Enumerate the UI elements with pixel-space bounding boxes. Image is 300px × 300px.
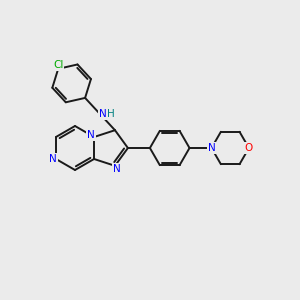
- Text: N: N: [99, 109, 107, 119]
- Text: N: N: [49, 154, 57, 164]
- Text: N: N: [208, 143, 215, 153]
- Text: H: H: [107, 109, 115, 119]
- Text: Cl: Cl: [53, 60, 63, 70]
- Text: O: O: [245, 143, 253, 153]
- Text: N: N: [113, 164, 121, 174]
- Text: N: N: [87, 130, 95, 140]
